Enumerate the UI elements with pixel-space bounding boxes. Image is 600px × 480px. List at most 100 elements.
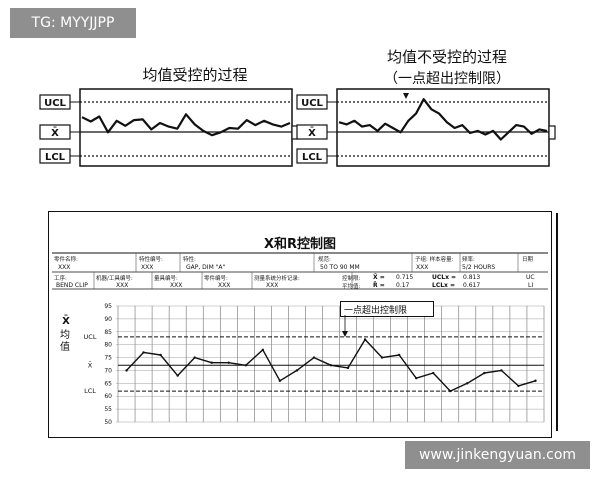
callout-text: 一点超出控制限	[344, 306, 408, 316]
stats-ucl-symbol: UCLx =	[432, 274, 457, 281]
xr-data-point	[449, 389, 452, 393]
y-tick-label: 75	[104, 355, 112, 362]
xr-data-point	[312, 356, 316, 359]
xr-data-point	[227, 361, 230, 364]
field-char-no-label: 特性编号:	[139, 257, 163, 263]
xr-data-point	[500, 369, 503, 372]
xr-data-point	[295, 369, 299, 372]
xr-data-point	[210, 361, 213, 364]
y-tick-label: 50	[104, 419, 112, 426]
xr-data-point	[483, 371, 486, 375]
stats-extra-ucl: UC	[526, 274, 535, 281]
y-tick-label: 95	[104, 303, 112, 310]
chart1-center-label: X̄	[51, 126, 59, 139]
xr-data-point	[466, 382, 469, 385]
xr-data-point	[244, 364, 247, 367]
watermark-bottom: www.jinkengyuan.com	[405, 441, 590, 469]
field-subgroup-label: 子组: 样本容量:	[415, 257, 454, 263]
field-spec-label: 规范:	[318, 257, 331, 263]
xr-data-point	[346, 366, 350, 370]
callout-arrow	[342, 315, 348, 337]
y-lcl-label: LCL	[84, 387, 96, 395]
chart2-svg: UCL X̄ LCL	[296, 88, 556, 167]
chart2-out-of-control-marker	[403, 93, 409, 99]
stats-avg-label: 平均值:	[342, 284, 361, 290]
chart1-ucl-label: UCL	[44, 98, 66, 109]
xr-data-point	[142, 351, 145, 354]
xr-data-point	[193, 356, 196, 359]
y-ucl-label: UCL	[84, 333, 97, 341]
stats-xbar-symbol: X̄ =	[373, 274, 385, 281]
field-part-name-value: XXX	[58, 264, 71, 271]
chart2-ucl-label: UCL	[301, 98, 323, 109]
xr-data-point	[380, 356, 384, 359]
field-operation-value: BEND CLIP	[56, 282, 88, 289]
chart2-center-label: X̄	[308, 126, 316, 139]
xr-data-point	[278, 379, 282, 382]
stats-limits-label: 控制限:	[342, 276, 361, 282]
field-msa-value: XXX	[266, 282, 279, 289]
chart1-svg: UCL X̄ LCL	[39, 88, 299, 167]
chart2-side-box	[548, 125, 556, 140]
y-tick-label: 70	[104, 367, 112, 374]
xr-data-point	[397, 353, 401, 357]
field-machine-value: XXX	[116, 282, 129, 289]
field-part-no-label: 零件编号:	[204, 276, 228, 282]
chart1-title: 均值受控的过程	[142, 66, 248, 84]
xr-data-point	[329, 364, 333, 367]
field-operation-label: 工序:	[54, 276, 67, 282]
field-part-no-value: XXX	[218, 282, 231, 289]
y-tick-label: 65	[104, 380, 112, 387]
form-header-grid	[52, 252, 548, 290]
chart1-lcl-label: LCL	[45, 152, 66, 163]
xr-data-point	[534, 379, 537, 382]
xr-data-point	[517, 384, 520, 388]
xr-data-point	[363, 338, 367, 341]
field-gauge-label: 量具编号:	[154, 276, 178, 282]
y-center-label: X̄	[88, 360, 93, 369]
chart1-series-line	[81, 113, 291, 137]
stats-rbar-symbol: R̄ =	[373, 282, 385, 289]
field-subgroup-value: XXX	[416, 264, 429, 271]
field-spec-value: 50 TO 90 MM	[320, 264, 360, 271]
field-gauge-value: XXX	[170, 282, 183, 289]
field-char-no-value: XXX	[141, 264, 154, 271]
xr-chart-svg: 95 90 85 80 75 70 65 60 55 50 UCL X̄ LCL	[84, 303, 545, 426]
field-frequency-value: 5/2 HOURS	[462, 264, 496, 271]
chart2-lcl-label: LCL	[302, 152, 323, 163]
y-tick-label: 60	[104, 393, 112, 400]
form-title: X和R控制图	[263, 237, 337, 252]
watermark-top: TG: MYYJJPP	[10, 8, 136, 38]
stats-lcl-symbol: LCLx =	[432, 282, 456, 289]
y-tick-label: 55	[104, 406, 112, 413]
y-axis-symbol: X̄	[62, 316, 70, 327]
xr-data-point	[432, 371, 435, 375]
callout-box	[340, 301, 434, 317]
field-machine-label: 机器/工具编号:	[96, 276, 133, 282]
field-frequency-label: 频率:	[462, 257, 475, 263]
field-char-value: GAP, DIM "A"	[186, 264, 226, 271]
form-right-edge	[548, 213, 558, 431]
chart2-series-line	[338, 98, 548, 141]
chart2-frame	[336, 88, 550, 167]
stats-xbar-value: 0.715	[396, 274, 414, 281]
y-tick-label: 90	[104, 316, 112, 323]
y-tick-label: 85	[104, 329, 112, 336]
xr-data-point	[159, 353, 162, 357]
field-part-name-label: 零件名称:	[54, 257, 78, 263]
xr-data-point	[415, 376, 418, 380]
y-axis-title: 均值	[60, 330, 70, 353]
field-msa-label: 测量系统分析记录:	[254, 276, 300, 282]
xr-data-point	[176, 374, 179, 377]
chart2-title: 均值不受控的过程	[386, 48, 507, 66]
stats-extra-lcl: LI	[528, 282, 534, 289]
field-char-label: 特性:	[183, 257, 196, 263]
xr-data-point	[125, 369, 128, 372]
field-date-label: 日期	[522, 257, 534, 263]
chart2-subtitle: （一点超出控制限）	[384, 71, 510, 87]
stats-rbar-value: 0.17	[396, 282, 410, 289]
xr-chart-form	[48, 211, 552, 438]
xr-data-point	[261, 348, 265, 352]
stats-ucl-value: 0.813	[463, 274, 481, 281]
y-tick-label: 80	[104, 342, 112, 349]
